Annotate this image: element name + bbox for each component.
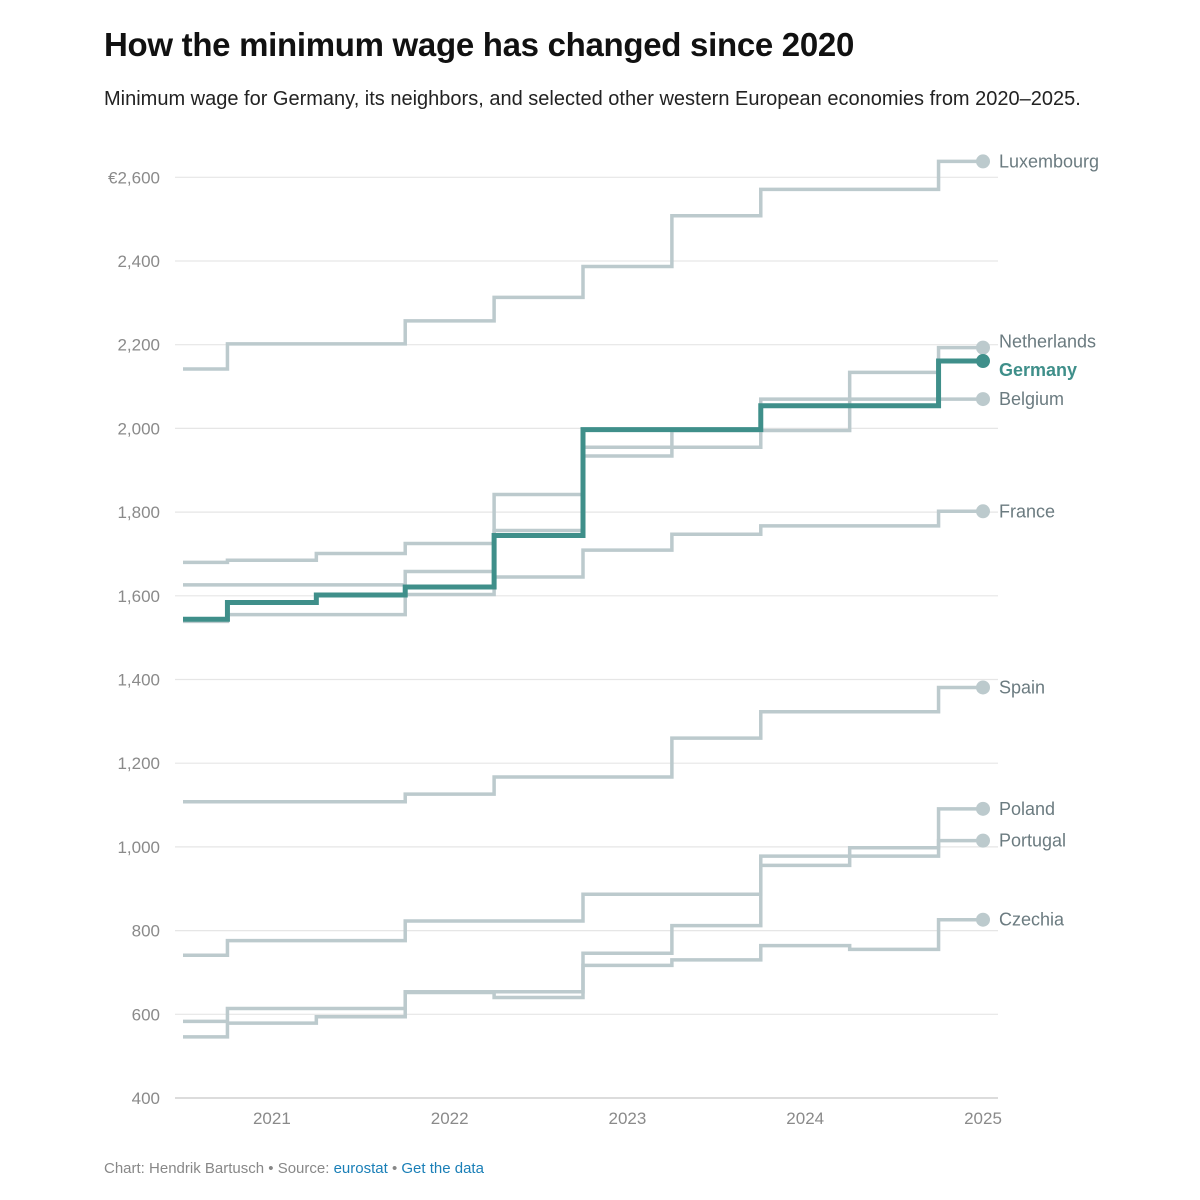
y-tick-label: 1,200 — [117, 754, 160, 773]
series-end-dot — [976, 833, 990, 848]
series-label-czechia: Czechia — [999, 910, 1065, 930]
x-tick-label: 2024 — [786, 1109, 824, 1128]
footer-source-prefix: Source: — [277, 1160, 330, 1177]
series-label-germany: Germany — [999, 360, 1077, 380]
y-tick-label: 800 — [132, 922, 160, 941]
series-line-germany — [183, 358, 983, 622]
x-axis: 2021 2022 2023 2024 2025 — [175, 1097, 1002, 1128]
series-label-france: France — [999, 501, 1055, 521]
get-data-link[interactable]: Get the data — [401, 1160, 484, 1177]
series-label-portugal: Portugal — [999, 831, 1066, 851]
y-tick-label: 1,000 — [117, 838, 160, 857]
x-tick-label: 2022 — [431, 1109, 469, 1128]
series-label-spain: Spain — [999, 677, 1045, 697]
series-end-dot — [976, 504, 990, 519]
series-line-portugal — [183, 838, 983, 958]
y-tick-label: 1,800 — [117, 503, 160, 522]
series-line-luxembourg — [183, 159, 983, 371]
series-end-dot — [976, 680, 990, 695]
series-end-dot — [976, 912, 990, 927]
series-line-poland — [183, 807, 983, 1024]
x-tick-label: 2021 — [253, 1109, 291, 1128]
y-tick-label: 600 — [132, 1005, 160, 1024]
series-end-dot — [976, 392, 990, 407]
series-line-spain — [183, 685, 983, 804]
y-tick-label: 1,600 — [117, 587, 160, 606]
series-label-netherlands: Netherlands — [999, 332, 1096, 352]
y-tick-label: 1,400 — [117, 671, 160, 690]
x-tick-label: 2025 — [964, 1109, 1002, 1128]
series-end-dot — [976, 354, 990, 369]
chart-footer: Chart: Hendrik Bartusch • Source: eurost… — [104, 1160, 484, 1177]
series-label-belgium: Belgium — [999, 389, 1064, 409]
series-lines — [183, 154, 990, 1039]
series-label-poland: Poland — [999, 799, 1055, 819]
x-tick-label: 2023 — [609, 1109, 647, 1128]
footer-credit: Chart: Hendrik Bartusch — [104, 1160, 265, 1177]
gridlines — [175, 176, 998, 1015]
footer-separator-2: • — [391, 1160, 398, 1177]
series-labels: Luxembourg Netherlands Germany Belgium Franc… — [999, 151, 1099, 929]
y-tick-label: 400 — [132, 1089, 160, 1108]
y-tick-label: 2,400 — [117, 252, 160, 271]
series-end-dot — [976, 340, 990, 355]
series-line-czechia — [183, 917, 983, 1039]
y-axis: 400 600 800 1,000 1,200 1,400 1,600 1,800 2,000 2… — [108, 168, 160, 1108]
series-end-dot — [976, 801, 990, 816]
y-tick-label: 2,000 — [117, 419, 160, 438]
y-tick-label: 2,200 — [117, 336, 160, 355]
series-end-dot — [976, 154, 990, 169]
footer-separator: • — [268, 1160, 274, 1177]
source-link[interactable]: eurostat — [333, 1160, 388, 1177]
y-tick-label: €2,600 — [108, 168, 160, 187]
series-label-luxembourg: Luxembourg — [999, 151, 1099, 171]
series-line-france — [183, 509, 983, 624]
chart-title: How the minimum wage has changed since 2… — [104, 26, 854, 63]
line-chart: 400 600 800 1,000 1,200 1,400 1,600 1,800 2,000 2… — [108, 151, 1099, 1128]
chart-subtitle: Minimum wage for Germany, its neighbors,… — [104, 88, 1081, 110]
